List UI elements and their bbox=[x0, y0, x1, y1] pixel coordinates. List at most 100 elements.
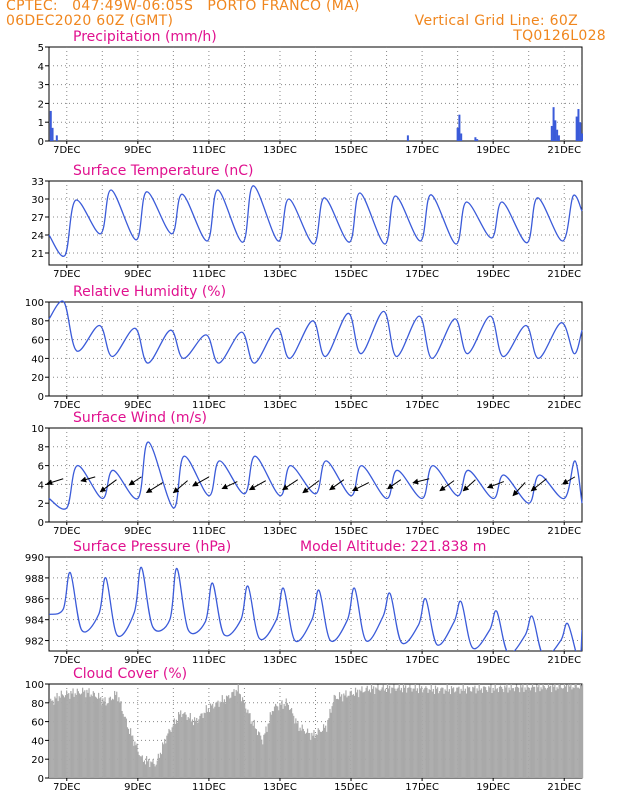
x-tick-label-cloud: 13DEC bbox=[263, 782, 297, 793]
cloud-bar bbox=[270, 714, 272, 778]
precip-bar bbox=[554, 120, 557, 141]
cloud-bar bbox=[121, 710, 123, 778]
cloud-bar bbox=[385, 692, 388, 778]
cloud-bar bbox=[484, 687, 487, 778]
cloud-bar bbox=[399, 690, 401, 778]
cloud-bar bbox=[335, 698, 337, 778]
x-tick-label-precip: 19DEC bbox=[476, 145, 510, 156]
cloud-bar bbox=[219, 701, 221, 778]
cloud-bar bbox=[332, 702, 334, 778]
cloud-bar bbox=[345, 690, 347, 778]
cloud-bar bbox=[213, 708, 215, 778]
cloud-bar bbox=[451, 688, 454, 778]
cloud-bar bbox=[136, 743, 138, 778]
cloud-bar bbox=[93, 692, 95, 778]
wind-arrow bbox=[486, 481, 505, 489]
cloud-bar bbox=[187, 717, 189, 778]
cloud-bar bbox=[168, 728, 170, 778]
cloud-bar bbox=[505, 687, 507, 778]
cloud-bar bbox=[465, 693, 468, 778]
cloud-bar bbox=[461, 690, 463, 778]
cloud-bar bbox=[71, 693, 73, 778]
wind-arrow bbox=[80, 476, 96, 483]
humidity-line bbox=[48, 300, 583, 364]
cloud-bar bbox=[274, 703, 277, 778]
y-tick-label-precip: 3 bbox=[38, 81, 44, 92]
cloud-bar bbox=[153, 763, 155, 778]
wind-arrow bbox=[412, 478, 430, 485]
cloud-bar bbox=[362, 692, 364, 778]
cloud-bar bbox=[394, 688, 396, 778]
cloud-bar bbox=[181, 717, 183, 778]
cloud-bar bbox=[508, 687, 510, 778]
cloud-bar bbox=[160, 754, 163, 778]
wind-arrow bbox=[439, 480, 455, 492]
cloud-bar bbox=[272, 711, 275, 778]
cloud-bar bbox=[401, 692, 404, 778]
cloud-bar bbox=[79, 694, 82, 778]
panel-title-temp: Surface Temperature (nC) bbox=[73, 163, 254, 179]
cloud-bar bbox=[503, 692, 505, 778]
cloud-bar bbox=[391, 687, 393, 778]
cloud-bar bbox=[277, 706, 279, 778]
cloud-bar bbox=[173, 718, 175, 778]
cloud-bar bbox=[174, 724, 176, 778]
cloud-bar bbox=[534, 686, 536, 778]
cloud-bar bbox=[529, 690, 531, 778]
cloud-bar bbox=[206, 711, 208, 778]
panel-title-rh: Relative Humidity (%) bbox=[73, 284, 226, 300]
cloud-bar bbox=[493, 690, 495, 778]
wind-arrow bbox=[248, 480, 266, 491]
cloud-bar bbox=[138, 754, 140, 778]
x-tick-label-wind: 11DEC bbox=[192, 526, 226, 537]
y-tick-label-pressure: 990 bbox=[25, 553, 44, 564]
cloud-bar bbox=[300, 730, 302, 778]
cloud-bar bbox=[313, 730, 315, 778]
y-tick-label-wind: 10 bbox=[31, 424, 44, 435]
cloud-bar bbox=[238, 693, 240, 778]
cloud-bar bbox=[511, 688, 513, 778]
cloud-bar bbox=[328, 718, 330, 778]
cloud-bar bbox=[262, 744, 264, 778]
header-location: CPTEC: 047:49W-06:05S PORTO FRANCO (MA) bbox=[6, 0, 360, 14]
precip-bar bbox=[557, 135, 560, 141]
cloud-bar bbox=[293, 715, 295, 778]
precip-bar bbox=[406, 135, 409, 141]
precip-bar bbox=[55, 135, 58, 141]
cloud-bar bbox=[439, 691, 441, 778]
cloud-bar bbox=[341, 694, 343, 778]
cloud-bar bbox=[159, 752, 162, 778]
y-tick-label-cloud: 20 bbox=[31, 755, 44, 766]
cloud-bar bbox=[428, 689, 430, 778]
cloud-bar bbox=[443, 693, 445, 778]
precip-bar bbox=[552, 107, 555, 141]
cloud-bar bbox=[411, 691, 413, 778]
x-tick-label-precip: 11DEC bbox=[192, 145, 226, 156]
cloud-bar bbox=[370, 684, 373, 778]
x-tick-label-temp: 21DEC bbox=[547, 269, 581, 280]
wind-arrow bbox=[281, 479, 299, 491]
cloud-bar bbox=[476, 688, 478, 778]
cloud-bar bbox=[470, 691, 472, 778]
cloud-bar bbox=[284, 706, 286, 778]
y-tick-label-cloud: 100 bbox=[25, 680, 44, 691]
x-tick-label-rh: 15DEC bbox=[334, 400, 368, 411]
cloud-bar bbox=[540, 687, 542, 778]
cloud-bar bbox=[518, 687, 520, 778]
cloud-bar bbox=[87, 692, 89, 778]
y-tick-label-wind: 0 bbox=[38, 518, 44, 529]
cloud-bar bbox=[556, 687, 558, 778]
cloud-bar bbox=[395, 690, 397, 778]
x-tick-label-pressure: 11DEC bbox=[192, 655, 226, 666]
cloud-bar bbox=[131, 735, 133, 778]
cloud-bar bbox=[368, 689, 370, 778]
y-tick-label-temp: 21 bbox=[31, 249, 44, 260]
cloud-bar bbox=[117, 701, 119, 778]
cloud-bar bbox=[481, 692, 483, 778]
cloud-bar bbox=[227, 696, 229, 778]
cloud-bar bbox=[421, 686, 423, 778]
cloud-bar bbox=[74, 693, 76, 778]
wind-arrow bbox=[99, 479, 117, 493]
cloud-bar bbox=[448, 689, 450, 778]
cloud-bar bbox=[239, 694, 242, 778]
